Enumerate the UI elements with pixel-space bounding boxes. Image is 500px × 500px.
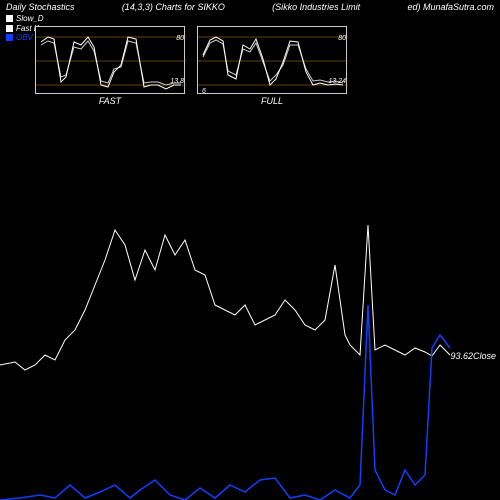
legend-box-icon bbox=[6, 34, 13, 41]
header-right: ed) MunafaSutra.com bbox=[407, 2, 494, 12]
legend-box-icon bbox=[6, 25, 13, 32]
header-center1: (14,3,3) Charts for SIKKO bbox=[122, 2, 225, 12]
svg-text:80: 80 bbox=[176, 35, 184, 42]
fast-chart-container: 80 13.8 FAST bbox=[35, 26, 185, 106]
fast-label: FAST bbox=[35, 96, 185, 106]
fast-chart: 80 13.8 bbox=[35, 26, 185, 94]
legend-box-icon bbox=[6, 15, 13, 22]
svg-text:6: 6 bbox=[202, 88, 206, 95]
full-label: FULL bbox=[197, 96, 347, 106]
close-value-label: 93.62Close bbox=[450, 351, 496, 361]
main-chart bbox=[0, 130, 500, 500]
full-chart: 8013.246 bbox=[197, 26, 347, 94]
header-left: Daily Stochastics bbox=[6, 2, 75, 12]
chart-header: Daily Stochastics (14,3,3) Charts for SI… bbox=[0, 0, 500, 14]
svg-text:80: 80 bbox=[338, 35, 346, 42]
legend-slow-d: Slow_D bbox=[6, 14, 44, 24]
full-chart-container: 8013.246 FULL bbox=[197, 26, 347, 106]
svg-text:13.8: 13.8 bbox=[170, 78, 184, 85]
sub-charts-row: 80 13.8 FAST 8013.246 FULL bbox=[35, 26, 347, 106]
header-center2: (Sikko Industries Limit bbox=[272, 2, 360, 12]
